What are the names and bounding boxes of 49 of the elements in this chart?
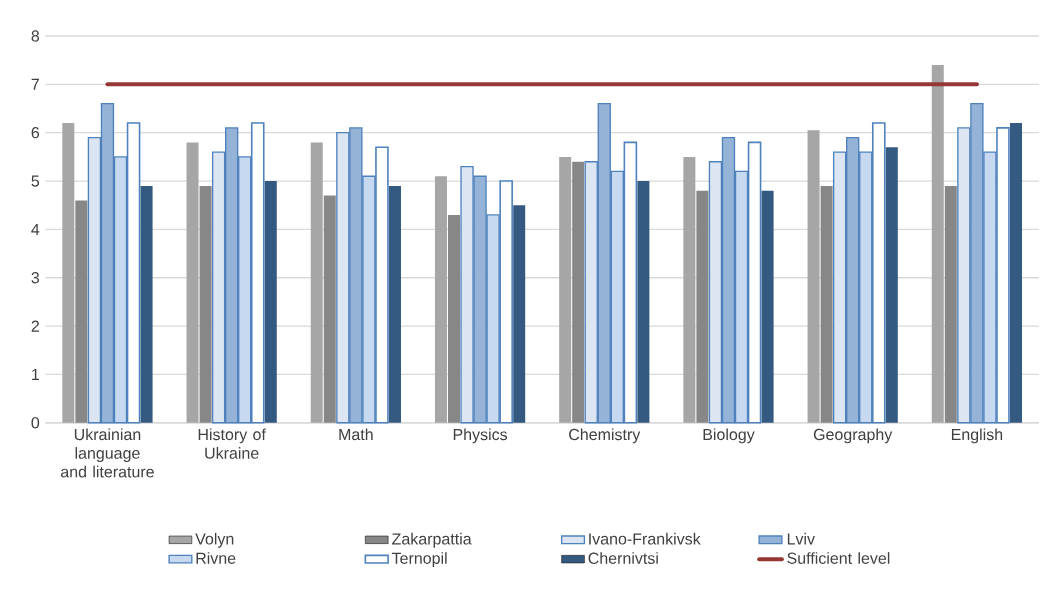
bar	[199, 185, 212, 423]
bar	[885, 147, 898, 423]
bar	[683, 156, 696, 423]
bar	[75, 200, 88, 423]
bar	[140, 185, 153, 423]
y-tick-label: 7	[31, 78, 39, 90]
legend-label: Sufficient level	[787, 552, 890, 564]
bar	[434, 176, 447, 423]
bar	[323, 195, 336, 423]
bar	[513, 205, 526, 423]
legend-label: Volyn	[195, 532, 234, 548]
bar	[931, 65, 944, 423]
y-tick-label: 0	[31, 417, 40, 429]
bar	[310, 142, 323, 423]
x-tick-label: Physics	[453, 428, 508, 444]
bar	[637, 181, 650, 423]
x-tick-label: Biology	[703, 428, 755, 444]
y-tick-label: 2	[31, 320, 39, 332]
x-tick-label: History of Ukraine	[198, 428, 266, 459]
bar	[447, 214, 460, 423]
bar	[389, 185, 401, 423]
bar	[820, 185, 833, 423]
y-tick-label: 5	[31, 175, 40, 187]
bar	[62, 123, 75, 423]
legend-label: Zakarpattia	[392, 532, 472, 548]
x-tick-label: Chemistry	[569, 428, 641, 444]
bar	[1010, 123, 1023, 423]
bar	[186, 142, 199, 423]
legend-label: Lviv	[787, 532, 815, 545]
legend-label: Rivne	[196, 552, 236, 564]
x-tick-label: English	[951, 428, 1003, 444]
bar	[559, 156, 572, 423]
x-tick-label: Ukrainian language and literature	[60, 428, 154, 478]
bar	[807, 130, 820, 423]
y-tick-label: 3	[31, 272, 40, 284]
bar	[944, 185, 957, 423]
legend-label: Chernivtsi	[588, 552, 658, 564]
legend-label: Ternopil	[391, 552, 447, 568]
bar	[696, 190, 709, 423]
y-tick-label: 1	[32, 369, 39, 381]
bar	[761, 190, 774, 423]
bar	[264, 181, 277, 423]
y-tick-label: 8	[31, 30, 40, 42]
x-tick-label: Math	[339, 428, 373, 441]
bar	[572, 161, 585, 423]
legend-label: Ivano-Frankivsk	[589, 532, 701, 545]
y-tick-label: 4	[31, 223, 40, 235]
x-tick-label: Geography	[813, 428, 893, 444]
y-tick-label: 6	[31, 127, 40, 139]
